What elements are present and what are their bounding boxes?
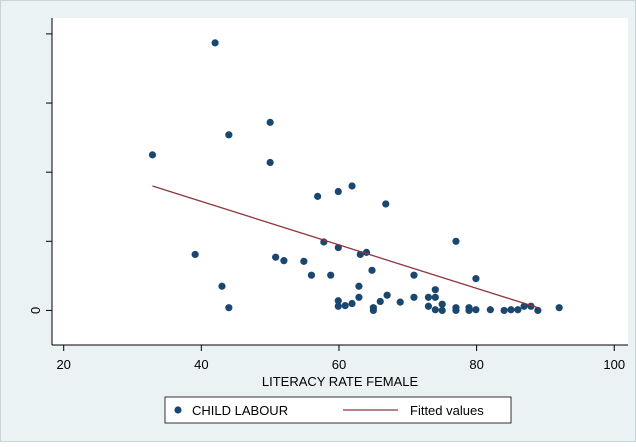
point: [191, 250, 199, 259]
x-tick-label: 40: [194, 357, 208, 372]
x-tick-label: 20: [56, 357, 70, 372]
point: [369, 306, 377, 315]
point: [348, 182, 356, 190]
point: [514, 306, 522, 314]
point: [486, 306, 494, 314]
legend-label: CHILD LABOUR: [192, 403, 288, 418]
point: [431, 286, 439, 294]
point: [396, 298, 404, 306]
x-axis-title: LITERACY RATE FEMALE: [262, 374, 419, 389]
point: [472, 306, 480, 314]
point: [334, 187, 342, 196]
point: [225, 131, 233, 139]
point: [507, 306, 515, 314]
plot-region: [52, 18, 628, 345]
point: [327, 271, 335, 279]
point: [211, 39, 219, 47]
point: [424, 293, 433, 301]
point: [472, 275, 480, 283]
point: [307, 271, 316, 279]
point: [465, 306, 473, 315]
point: [438, 300, 446, 308]
point: [225, 304, 233, 312]
point: [266, 158, 274, 167]
x-tick-label: 80: [469, 357, 483, 372]
point: [355, 293, 363, 301]
point: [218, 282, 226, 290]
point: [348, 299, 356, 308]
point: [534, 306, 542, 315]
fitted-line: [152, 185, 539, 309]
y-tick-label: 0: [28, 307, 43, 314]
point: [410, 293, 418, 301]
point: [272, 253, 280, 261]
point: [431, 293, 439, 301]
legend-marker: [174, 406, 182, 414]
point: [555, 304, 563, 312]
point: [314, 192, 322, 200]
point: [438, 306, 446, 315]
point: [410, 271, 418, 279]
point: [368, 266, 376, 274]
point: [280, 257, 288, 265]
point: [266, 118, 274, 126]
point: [341, 301, 349, 310]
point: [300, 257, 308, 265]
point: [355, 282, 363, 290]
legend-label: Fitted values: [410, 403, 484, 418]
point: [424, 302, 433, 310]
point: [334, 297, 342, 305]
legend: [164, 396, 512, 424]
point: [383, 291, 391, 299]
point: [334, 302, 342, 310]
point: [376, 297, 384, 306]
x-tick-label: 60: [332, 357, 346, 372]
point: [452, 237, 460, 245]
point: [500, 306, 508, 315]
point: [431, 306, 439, 314]
point: [382, 200, 390, 208]
x-tick-label: 100: [603, 357, 625, 372]
point: [148, 151, 157, 159]
point: [452, 306, 460, 315]
